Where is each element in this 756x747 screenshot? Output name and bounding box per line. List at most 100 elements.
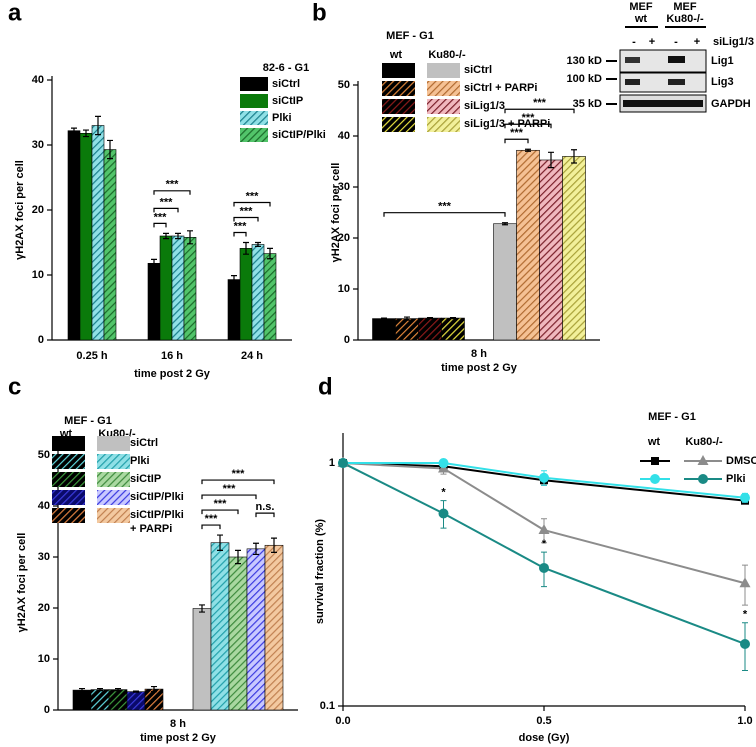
blot-header: wt bbox=[634, 13, 648, 25]
significance-label: *** bbox=[240, 205, 254, 217]
point bbox=[538, 524, 550, 535]
y-axis-label: γH2AX foci per cell bbox=[16, 533, 28, 633]
legend-swatch bbox=[427, 63, 460, 78]
bar bbox=[251, 244, 265, 341]
error-bar bbox=[267, 247, 273, 260]
y-tick-label: 30 bbox=[32, 139, 44, 151]
bar bbox=[263, 253, 277, 341]
y-tick-label: 20 bbox=[32, 204, 44, 216]
bar bbox=[264, 544, 284, 711]
bar bbox=[239, 248, 253, 341]
blot-treatment: siLig1/3 bbox=[713, 36, 754, 48]
legend-swatch bbox=[97, 436, 130, 451]
x-category: 8 h bbox=[471, 348, 487, 360]
error-bar bbox=[175, 232, 181, 240]
legend-label: siCtrl bbox=[464, 64, 492, 76]
error-bar bbox=[151, 258, 157, 268]
x-axis-label: time post 2 Gy bbox=[134, 368, 211, 380]
y-tick-label: 10 bbox=[32, 269, 44, 281]
legend-label: siCtIP/Plki bbox=[130, 509, 184, 521]
y-tick-label: 1 bbox=[329, 457, 335, 469]
bar bbox=[441, 317, 465, 341]
band bbox=[668, 56, 685, 63]
legend-label: Plki bbox=[272, 112, 292, 124]
legend-label: siLig1/3 bbox=[464, 100, 505, 112]
bar bbox=[147, 262, 161, 341]
significance-label: *** bbox=[154, 211, 168, 223]
error-bar bbox=[163, 232, 169, 240]
legend-swatch bbox=[240, 128, 268, 142]
x-tick-label: 16 h bbox=[161, 350, 183, 362]
x-category: 8 h bbox=[170, 718, 186, 730]
legend-title: MEF - G1 bbox=[648, 411, 696, 423]
lane-label: + bbox=[649, 36, 655, 48]
significance-bracket bbox=[504, 123, 552, 129]
error-bar bbox=[571, 149, 577, 164]
bar bbox=[90, 689, 110, 711]
legend-swatch bbox=[52, 490, 85, 505]
y-axis-label: survival fraction (%) bbox=[314, 519, 326, 624]
legend-label: DMSO bbox=[726, 455, 756, 467]
significance-bracket bbox=[233, 201, 271, 207]
legend-swatch bbox=[382, 63, 415, 78]
significance-bracket bbox=[153, 190, 191, 195]
legend-swatch bbox=[97, 472, 130, 487]
blot-header: MEF bbox=[629, 1, 653, 13]
annotation: * bbox=[542, 538, 547, 550]
bar bbox=[91, 125, 105, 341]
legend-swatch bbox=[240, 77, 268, 91]
error-bar bbox=[255, 241, 261, 247]
legend-swatch bbox=[427, 117, 460, 132]
point bbox=[338, 458, 348, 469]
band bbox=[625, 79, 640, 85]
series-line bbox=[342, 462, 746, 502]
x-tick-label: 0.0 bbox=[335, 715, 350, 727]
y-tick-label: 0.1 bbox=[320, 700, 335, 712]
point bbox=[740, 492, 750, 503]
error-bar bbox=[231, 275, 237, 285]
legend-column: Ku80-/- bbox=[428, 49, 466, 61]
bar bbox=[159, 235, 173, 341]
legend-swatch bbox=[97, 508, 130, 523]
y-tick-label: 10 bbox=[38, 653, 50, 665]
error-bar bbox=[525, 148, 531, 152]
significance-label: *** bbox=[533, 97, 547, 109]
bar bbox=[183, 237, 197, 341]
legend-swatch bbox=[240, 94, 268, 108]
x-axis-label: dose (Gy) bbox=[519, 732, 570, 744]
y-tick-label: 10 bbox=[338, 283, 350, 295]
significance-bracket bbox=[255, 512, 275, 518]
bar bbox=[246, 548, 266, 711]
lane-label: - bbox=[674, 36, 678, 48]
error-bar bbox=[243, 241, 249, 255]
legend-swatch bbox=[52, 472, 85, 487]
blot-header: MEF bbox=[673, 1, 697, 13]
error-bar bbox=[97, 687, 103, 692]
bar bbox=[72, 689, 92, 711]
series-line bbox=[342, 462, 746, 645]
bar bbox=[103, 149, 117, 341]
bar bbox=[210, 542, 230, 711]
legend-label: siCtIP/Plki bbox=[272, 129, 326, 141]
lane-label: - bbox=[632, 36, 636, 48]
point bbox=[539, 472, 549, 483]
blot-strip bbox=[619, 49, 707, 73]
blot-size: 130 kD bbox=[567, 55, 603, 67]
legend-label: siCtrl bbox=[272, 78, 300, 90]
error-bar bbox=[253, 542, 259, 556]
error-bar bbox=[199, 604, 205, 613]
legend-swatch bbox=[97, 490, 130, 505]
y-tick-label: 50 bbox=[338, 79, 350, 91]
error-bar bbox=[133, 690, 139, 693]
error-bar bbox=[235, 549, 241, 565]
error-bar bbox=[187, 230, 193, 245]
point bbox=[650, 474, 660, 484]
legend-label: siLig1/3 + PARPi bbox=[464, 118, 550, 130]
point bbox=[438, 458, 449, 469]
significance-label: *** bbox=[234, 220, 248, 232]
significance-label: *** bbox=[522, 112, 536, 124]
error-bar bbox=[107, 139, 113, 160]
error-bar bbox=[95, 115, 101, 136]
error-bar bbox=[151, 685, 157, 693]
